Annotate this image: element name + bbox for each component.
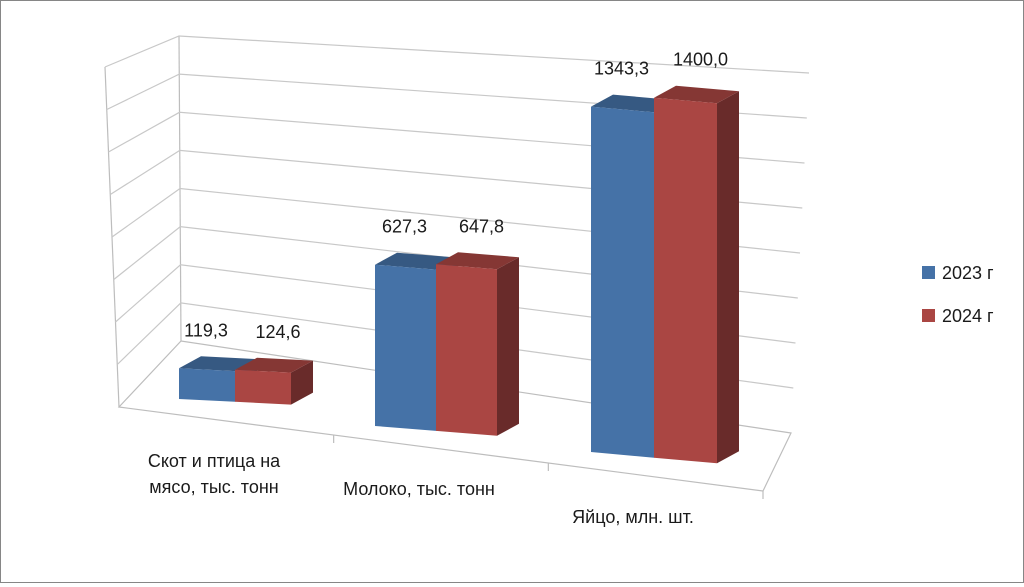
bar-2-2024-front — [436, 264, 497, 436]
bar-1-2024-top — [235, 357, 313, 373]
data-label: 119,3 — [184, 320, 228, 340]
bar-2-2024 — [436, 252, 519, 436]
data-label: 1400,0 — [673, 50, 728, 70]
data-label: 124,6 — [255, 322, 300, 342]
legend-swatch — [922, 309, 935, 322]
data-label: 647,8 — [459, 216, 504, 236]
bar-3-2024 — [654, 85, 739, 464]
bar-3-2024-side — [717, 91, 739, 464]
data-label: 1343,3 — [594, 59, 649, 79]
category-label: Яйцо, млн. шт. — [572, 507, 694, 527]
bar-1-2024 — [235, 357, 313, 405]
category-label: Скот и птица на мясо, тыс. тонн — [148, 451, 281, 497]
category-label: Молоко, тыс. тонн — [343, 479, 495, 499]
legend-item: 2024 г — [922, 306, 994, 326]
legend-swatch — [922, 266, 935, 279]
bar-1-2023-top — [179, 356, 257, 372]
data-label: 627,3 — [382, 217, 427, 237]
bar-1-2024-front — [235, 369, 291, 405]
chart-data-labels: 119,3 124,6 627,3 647,8 1343,3 1400,0 — [184, 50, 728, 342]
legend-item: 2023 г — [922, 263, 994, 283]
chart-legend: 2023 г 2024 г — [922, 263, 994, 326]
bar-2-2024-side — [497, 257, 519, 436]
chart-category-labels: Скот и птица на мясо, тыс. тонн Молоко, ты… — [148, 451, 694, 527]
legend-label: 2024 г — [942, 306, 994, 326]
gridline — [115, 264, 796, 344]
bar-1-2023-front — [179, 368, 235, 402]
bar-3-2024-front — [654, 97, 717, 464]
bar-3-2023-front — [591, 106, 654, 458]
gridline — [104, 35, 810, 74]
bar-3-2024-top — [654, 85, 739, 104]
bar-1-2024-side — [291, 360, 313, 405]
chart-bars — [179, 85, 739, 464]
legend-label: 2023 г — [942, 263, 994, 283]
bar-2-2024-top — [436, 252, 519, 270]
gridline — [116, 302, 794, 389]
bar-2-2023-front — [375, 264, 436, 431]
